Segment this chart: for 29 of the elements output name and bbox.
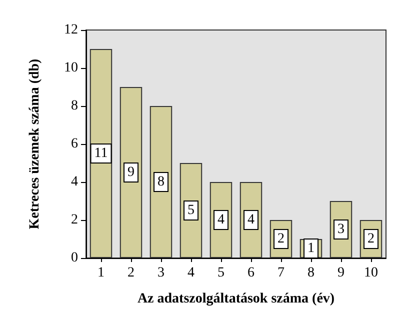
data-label: 5 (188, 203, 194, 218)
x-tick-label: 4 (188, 266, 194, 280)
x-tick-label: 1 (98, 266, 104, 280)
y-tick-label: 12 (64, 22, 78, 38)
data-label: 1 (308, 241, 314, 256)
y-axis-title: Ketreces üzemek száma (db) (28, 58, 42, 230)
data-label: 11 (94, 146, 108, 161)
y-tick-label: 10 (64, 60, 78, 76)
data-label: 2 (368, 232, 374, 246)
data-label: 3 (338, 222, 344, 237)
x-tick-label: 5 (218, 266, 224, 280)
data-label: 9 (128, 165, 134, 180)
x-axis-title: Az adatszolgáltatások száma (év) (137, 292, 335, 306)
x-tick-label: 7 (278, 266, 284, 280)
y-tick-label: 8 (71, 98, 78, 114)
y-tick-label: 0 (71, 250, 78, 266)
x-tick-label: 10 (364, 266, 378, 280)
data-label: 4 (248, 212, 254, 228)
data-label: 8 (158, 174, 164, 190)
data-label: 4 (218, 212, 224, 228)
data-label: 2 (278, 232, 284, 246)
y-tick-label: 2 (71, 212, 78, 228)
y-tick-label: 4 (71, 174, 78, 190)
x-tick-label: 6 (248, 266, 254, 280)
x-tick-label: 9 (338, 266, 344, 280)
x-tick-label: 8 (308, 266, 314, 280)
x-tick-label: 3 (158, 266, 164, 280)
x-tick-label: 2 (128, 266, 134, 280)
y-tick-label: 6 (71, 136, 78, 152)
